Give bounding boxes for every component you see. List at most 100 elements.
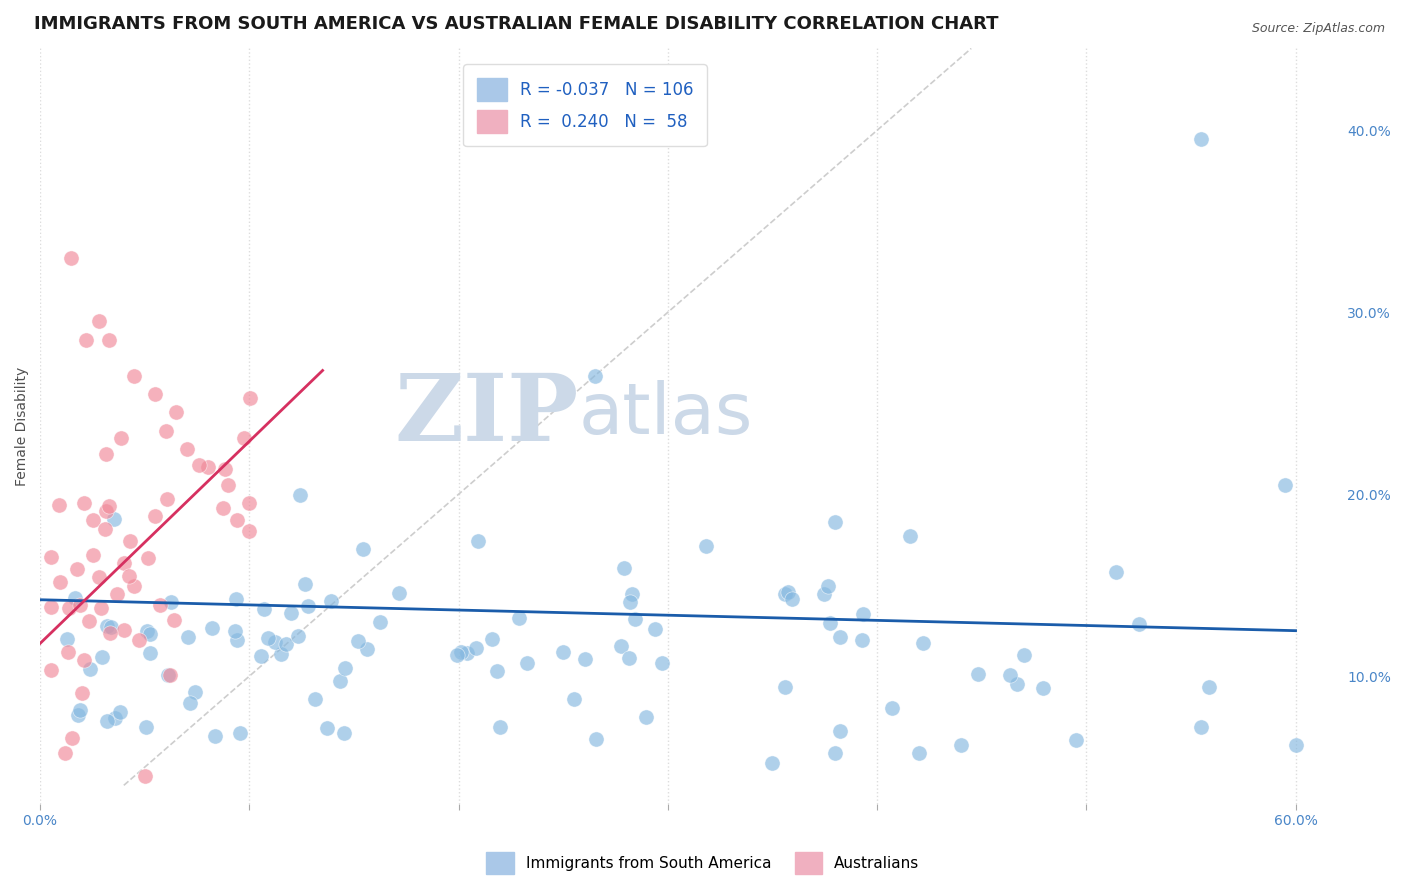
Immigrants from South America — [333, 661, 356, 675]
Australians — [98, 625, 121, 640]
Immigrants from South America — [898, 528, 921, 542]
Immigrants from South America — [79, 662, 101, 676]
Immigrants from South America — [773, 587, 796, 601]
Immigrants from South America — [967, 667, 990, 681]
Australians — [60, 251, 83, 265]
Immigrants from South America — [368, 615, 391, 629]
Immigrants from South America — [830, 724, 852, 739]
Immigrants from South America — [1189, 720, 1212, 734]
Immigrants from South America — [201, 621, 224, 635]
Australians — [97, 499, 120, 513]
Immigrants from South America — [1128, 616, 1150, 631]
Immigrants from South America — [135, 624, 157, 639]
Australians — [70, 686, 93, 700]
Immigrants from South America — [135, 720, 157, 734]
Immigrants from South America — [624, 612, 647, 626]
Australians — [226, 513, 249, 527]
Immigrants from South America — [828, 630, 851, 644]
Text: ZIP: ZIP — [394, 369, 578, 459]
Immigrants from South America — [456, 646, 478, 660]
Immigrants from South America — [851, 607, 873, 622]
Australians — [87, 570, 110, 584]
Australians — [118, 569, 141, 583]
Immigrants from South America — [96, 619, 118, 633]
Text: IMMIGRANTS FROM SOUTH AMERICA VS AUSTRALIAN FEMALE DISABILITY CORRELATION CHART: IMMIGRANTS FROM SOUTH AMERICA VS AUSTRAL… — [34, 15, 998, 33]
Immigrants from South America — [585, 731, 607, 746]
Immigrants from South America — [516, 656, 538, 670]
Immigrants from South America — [620, 587, 643, 601]
Immigrants from South America — [617, 650, 640, 665]
Immigrants from South America — [488, 720, 510, 734]
Immigrants from South America — [1005, 677, 1028, 691]
Immigrants from South America — [551, 645, 574, 659]
Immigrants from South America — [183, 685, 205, 699]
Immigrants from South America — [352, 542, 374, 557]
Immigrants from South America — [450, 645, 472, 659]
Immigrants from South America — [157, 668, 180, 682]
Australians — [48, 499, 70, 513]
Immigrants from South America — [388, 585, 411, 599]
Australians — [134, 769, 156, 783]
Immigrants from South America — [911, 636, 934, 650]
Immigrants from South America — [636, 710, 658, 724]
Immigrants from South America — [159, 595, 181, 609]
Immigrants from South America — [226, 633, 249, 648]
Immigrants from South America — [780, 592, 803, 607]
Australians — [214, 462, 236, 476]
Australians — [163, 613, 186, 627]
Immigrants from South America — [139, 627, 162, 641]
Australians — [73, 653, 96, 667]
Immigrants from South America — [333, 726, 356, 740]
Immigrants from South America — [1064, 732, 1087, 747]
Australians — [176, 442, 198, 456]
Australians — [69, 598, 91, 612]
Australians — [98, 333, 121, 347]
Australians — [128, 632, 150, 647]
Australians — [56, 645, 79, 659]
Immigrants from South America — [1105, 565, 1128, 579]
Immigrants from South America — [761, 756, 783, 771]
Immigrants from South America — [1198, 680, 1220, 694]
Immigrants from South America — [613, 561, 636, 575]
Immigrants from South America — [583, 368, 606, 383]
Immigrants from South America — [773, 680, 796, 694]
Immigrants from South America — [1284, 739, 1306, 753]
Australians — [217, 478, 239, 492]
Immigrants from South America — [297, 599, 319, 614]
Australians — [39, 663, 62, 677]
Immigrants from South America — [1189, 132, 1212, 146]
Immigrants from South America — [486, 664, 509, 678]
Immigrants from South America — [1032, 681, 1054, 695]
Immigrants from South America — [695, 539, 717, 553]
Australians — [159, 667, 181, 681]
Immigrants from South America — [139, 646, 162, 660]
Australians — [39, 599, 62, 614]
Immigrants from South America — [315, 721, 337, 735]
Immigrants from South America — [204, 730, 226, 744]
Australians — [73, 495, 96, 509]
Immigrants from South America — [1012, 648, 1035, 663]
Immigrants from South America — [562, 691, 585, 706]
Immigrants from South America — [67, 708, 90, 723]
Immigrants from South America — [949, 739, 972, 753]
Immigrants from South America — [481, 632, 503, 647]
Immigrants from South America — [508, 611, 530, 625]
Immigrants from South America — [225, 591, 247, 606]
Immigrants from South America — [294, 576, 316, 591]
Australians — [120, 534, 142, 549]
Australians — [149, 598, 172, 612]
Australians — [165, 405, 187, 419]
Australians — [112, 556, 135, 570]
Australians — [66, 562, 89, 576]
Immigrants from South America — [346, 634, 368, 648]
Immigrants from South America — [908, 746, 931, 760]
Legend: R = -0.037   N = 106, R =  0.240   N =  58: R = -0.037 N = 106, R = 0.240 N = 58 — [463, 64, 707, 146]
Australians — [143, 509, 166, 524]
Australians — [238, 496, 260, 510]
Immigrants from South America — [257, 632, 280, 646]
Immigrants from South America — [96, 714, 118, 728]
Immigrants from South America — [270, 647, 292, 661]
Australians — [90, 601, 112, 615]
Immigrants from South America — [280, 606, 302, 620]
Immigrants from South America — [465, 640, 488, 655]
